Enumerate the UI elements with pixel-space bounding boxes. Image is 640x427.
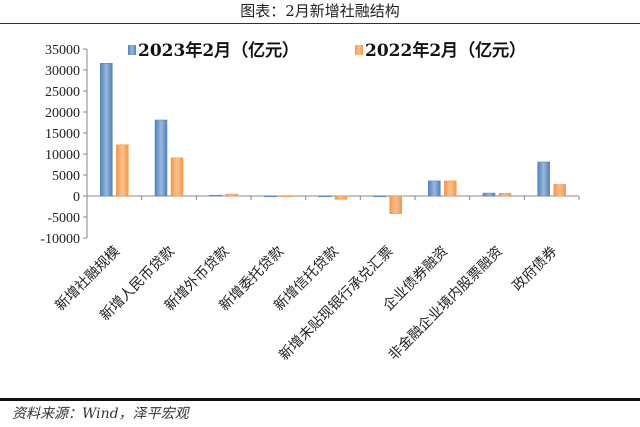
y-tick-label: -10000 [40,232,80,247]
figure-title: 图表：2月新增社融结构 [240,2,400,20]
x-tick-label: 政府债券 [510,244,561,295]
bar-2023 [264,195,277,198]
bar-2023 [154,119,168,197]
bar-2022 [170,157,184,197]
x-tick-label: 非金融企业境内股票融资 [385,243,506,364]
legend-swatch [128,45,136,55]
y-tick-label: 0 [73,190,80,205]
y-tick-label: 10000 [45,148,80,163]
footer-divider [0,398,640,401]
legend-label: 2023年2月（亿元） [138,40,299,61]
bar-chart: -10000 -5000 0 5000 10000 15000 20000 25000 3000… [40,40,580,364]
title-divider [0,23,640,24]
legend-label: 2022年2月（亿元） [365,40,526,61]
bar-2022 [225,193,238,197]
bar-2022 [280,195,293,198]
y-tick-label: 35000 [45,43,80,58]
bar-2022 [116,144,129,197]
bar-2023 [318,195,332,198]
bar-2023 [100,63,113,197]
y-tick-label: 20000 [45,106,80,121]
legend-swatch [355,45,363,55]
bar-2022 [498,193,512,197]
bar-2023 [373,195,386,198]
source-note: 资料来源：Wind，泽平宏观 [12,406,189,422]
bar-2023 [428,180,441,197]
bar-2023 [537,161,550,197]
y-tick-label: 30000 [45,64,80,79]
y-tick-label: 25000 [45,85,80,100]
bar-2023 [209,194,222,197]
y-tick-label: -5000 [47,211,80,226]
bar-2022 [553,184,566,197]
bar-2022 [334,195,348,200]
bar-2022 [444,180,457,197]
y-tick-label: 5000 [52,169,80,184]
y-tick-label: 15000 [45,127,80,142]
bar-2023 [482,192,496,197]
x-tick-label: 新增未贴现银行承兑汇票 [276,244,396,364]
bar-2022 [389,195,402,214]
